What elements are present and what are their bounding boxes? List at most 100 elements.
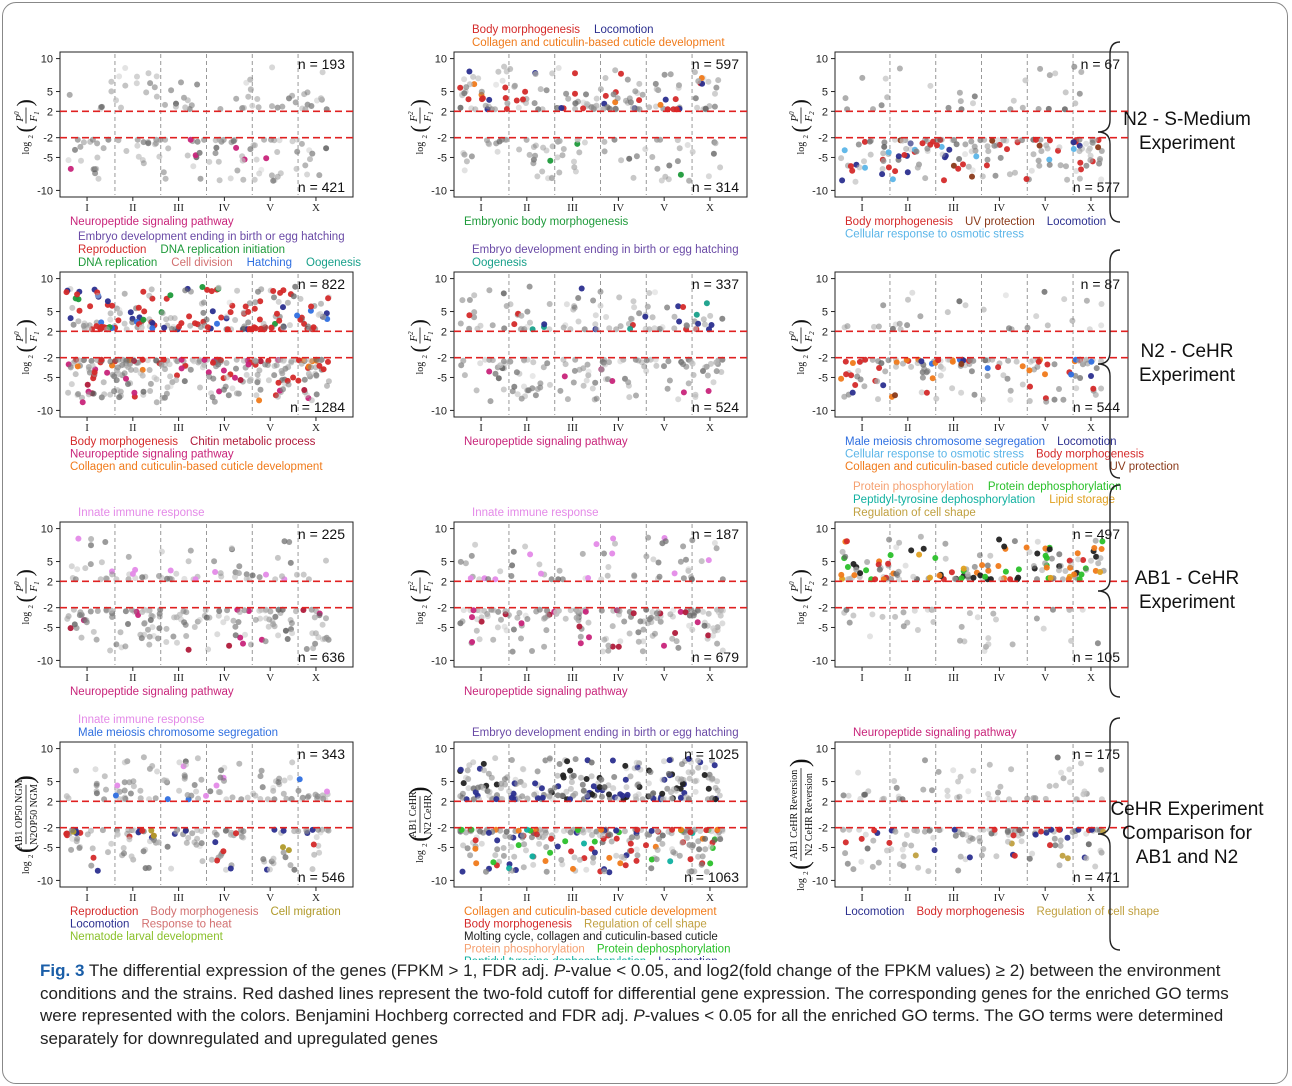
x-tick-label: I xyxy=(85,672,89,684)
data-point xyxy=(935,357,942,364)
data-point xyxy=(310,645,317,652)
data-point xyxy=(932,555,939,561)
data-point xyxy=(862,831,869,838)
x-tick-label: IV xyxy=(994,672,1006,684)
data-point xyxy=(1035,358,1042,365)
y-tick-label: 5 xyxy=(47,777,53,789)
data-point xyxy=(1024,795,1031,802)
data-point xyxy=(304,89,311,96)
ylabel-log: log xyxy=(415,362,426,375)
data-point xyxy=(173,377,180,384)
y-tick-label: 10 xyxy=(816,744,828,756)
data-point xyxy=(954,794,960,801)
data-point xyxy=(910,573,917,580)
data-point xyxy=(920,545,927,552)
data-point xyxy=(675,84,682,91)
data-point xyxy=(995,137,1001,144)
data-point xyxy=(854,373,861,380)
data-point xyxy=(271,294,277,301)
y-tick-label: 10 xyxy=(41,274,53,286)
data-point xyxy=(304,171,311,178)
data-point xyxy=(143,89,150,96)
data-point xyxy=(1034,363,1041,370)
go-term-line-top: DNA replication Cell division Hatching Ooge… xyxy=(78,257,361,269)
data-point xyxy=(236,609,243,615)
data-point xyxy=(1048,555,1055,562)
data-point xyxy=(213,831,220,838)
data-point xyxy=(600,359,607,366)
data-point xyxy=(958,575,965,582)
x-tick-label: I xyxy=(85,892,89,904)
data-point xyxy=(612,105,619,112)
data-point xyxy=(485,770,492,777)
data-point xyxy=(917,313,924,320)
data-point xyxy=(500,358,507,365)
data-point xyxy=(227,309,234,316)
data-point xyxy=(279,573,285,580)
data-point xyxy=(840,792,847,799)
data-point xyxy=(556,169,563,176)
data-point xyxy=(479,95,486,102)
data-point xyxy=(845,792,852,799)
data-point xyxy=(601,138,608,145)
go-term-line-bottom: Nematode larval development xyxy=(70,931,224,943)
data-point xyxy=(1006,796,1013,803)
data-point xyxy=(98,559,105,566)
data-point xyxy=(464,767,471,774)
data-point xyxy=(633,846,640,853)
data-point xyxy=(530,861,537,868)
data-point xyxy=(715,77,722,84)
data-point xyxy=(598,366,605,373)
data-point xyxy=(308,303,315,310)
data-point xyxy=(170,633,177,640)
data-point xyxy=(79,399,86,406)
ylabel-num-letter: P xyxy=(14,115,26,123)
data-point xyxy=(184,152,191,159)
count-up: n = 337 xyxy=(692,276,739,292)
data-point xyxy=(468,552,475,559)
data-point xyxy=(102,539,109,545)
data-point xyxy=(679,839,686,846)
data-point xyxy=(485,829,492,836)
data-point xyxy=(78,634,85,641)
data-point xyxy=(661,71,668,78)
data-point xyxy=(134,142,141,149)
data-point xyxy=(1010,97,1017,104)
data-point xyxy=(1092,863,1099,870)
group-label-line: N2 - CeHR xyxy=(1140,341,1234,362)
data-point xyxy=(218,314,225,321)
data-point xyxy=(536,834,542,840)
data-point xyxy=(924,145,931,152)
data-point xyxy=(603,635,609,642)
x-tick-label: IV xyxy=(994,892,1006,904)
data-point xyxy=(687,829,694,836)
data-point xyxy=(316,849,323,856)
data-point xyxy=(534,831,540,838)
data-point xyxy=(1068,637,1075,644)
ylabel-base: 2 xyxy=(802,871,810,875)
data-point xyxy=(669,613,676,620)
data-point xyxy=(913,148,920,155)
data-point xyxy=(495,608,502,615)
data-point xyxy=(490,859,497,866)
data-point xyxy=(98,103,105,110)
data-point xyxy=(487,398,494,405)
data-point xyxy=(318,356,325,363)
count-up: n = 225 xyxy=(298,526,345,542)
data-point xyxy=(257,386,264,393)
data-point xyxy=(915,864,922,871)
data-point xyxy=(303,828,310,835)
go-term-line-bottom: Molting cycle, collagen and cuticulin-ba… xyxy=(464,931,718,943)
data-point xyxy=(896,320,903,327)
data-point xyxy=(680,361,686,368)
y-tick-label: -10 xyxy=(37,185,53,197)
data-point xyxy=(540,144,547,151)
data-point xyxy=(146,641,153,648)
data-point xyxy=(279,103,286,110)
data-point xyxy=(922,175,929,182)
data-point xyxy=(980,306,987,313)
data-point xyxy=(601,636,608,643)
data-point xyxy=(191,839,198,846)
go-term: Reproduction xyxy=(70,906,138,918)
